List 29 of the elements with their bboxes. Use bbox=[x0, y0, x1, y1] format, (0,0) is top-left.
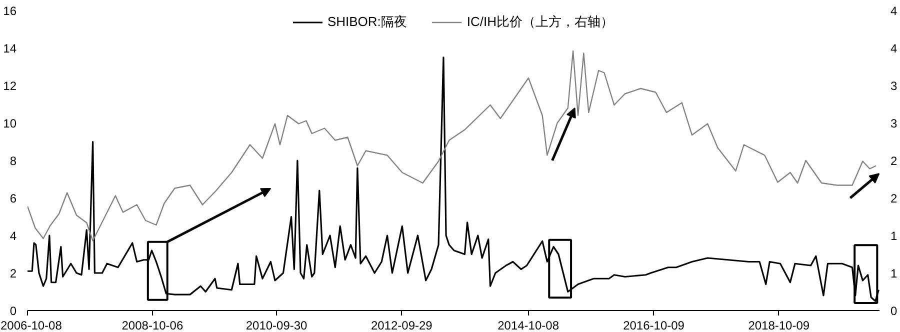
y2-tick-label: 2 bbox=[890, 154, 898, 168]
x-tick-label: 2014-10-08 bbox=[498, 318, 560, 332]
y-tick-label: 8 bbox=[10, 154, 17, 168]
y2-tick-label: 4 bbox=[890, 42, 898, 56]
y-tick-label: 16 bbox=[3, 4, 17, 18]
y-tick-label: 10 bbox=[3, 116, 17, 130]
y-tick-label: 4 bbox=[10, 229, 17, 243]
x-tick-label: 2008-10-06 bbox=[122, 318, 184, 332]
line-series bbox=[28, 50, 877, 242]
y-tick-label: 6 bbox=[10, 192, 17, 206]
y2-tick-label: 2 bbox=[890, 192, 898, 206]
y2-tick-label: 1 bbox=[890, 266, 898, 280]
y-tick-label: 12 bbox=[3, 79, 17, 93]
y-tick-label: 14 bbox=[3, 42, 17, 56]
y2-tick-label: 4 bbox=[890, 4, 898, 18]
y-tick-label: 0 bbox=[10, 304, 17, 318]
x-tick-label: 2016-10-09 bbox=[623, 318, 685, 332]
y2-tick-label: 1 bbox=[890, 229, 898, 243]
x-tick-label: 2012-09-29 bbox=[370, 318, 433, 332]
legend-label: SHIBOR:隔夜 bbox=[327, 13, 407, 31]
x-tick-label: 2018-10-09 bbox=[748, 318, 810, 332]
y2-tick-label: 3 bbox=[890, 79, 898, 93]
x-tick-label: 2006-10-08 bbox=[0, 318, 62, 332]
y2-tick-label: 3 bbox=[890, 116, 898, 130]
line-series bbox=[28, 56, 880, 302]
legend-label: IC/IH比价（上方，右轴） bbox=[466, 13, 614, 31]
y-tick-label: 2 bbox=[10, 266, 17, 280]
x-tick-label: 2010-09-30 bbox=[246, 318, 308, 332]
y2-tick-label: 0 bbox=[890, 304, 898, 318]
